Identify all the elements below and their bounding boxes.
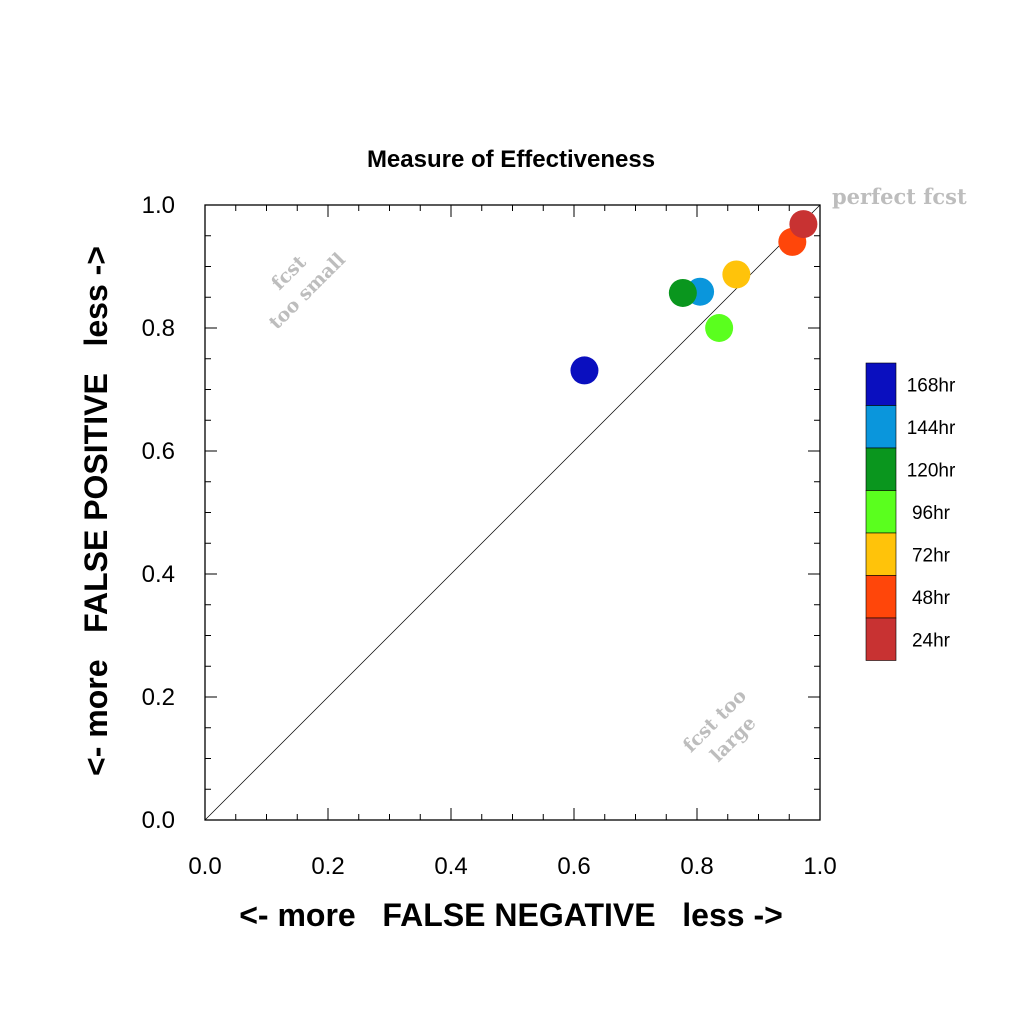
legend-label-24hr: 24hr <box>912 630 951 651</box>
chart-title: Measure of Effectiveness <box>367 146 655 173</box>
y-axis-label: <- more FALSE POSITIVE less -> <box>78 246 114 776</box>
x-tick-label: 0.2 <box>311 853 344 880</box>
too-small-line: too small <box>265 249 350 334</box>
legend-swatch-120hr <box>865 447 897 491</box>
legend-label-168hr: 168hr <box>907 375 956 396</box>
x-tick-label: 0.0 <box>188 853 221 880</box>
perfect-forecast-diagonal <box>204 204 821 821</box>
data-point-120hr <box>668 278 697 307</box>
x-tick-label: 1.0 <box>803 853 836 880</box>
data-point-72hr <box>722 260 751 289</box>
legend-swatch-24hr <box>865 617 897 661</box>
y-tick-label: 1.0 <box>142 192 175 219</box>
data-point-96hr <box>705 314 734 342</box>
y-tick-label: 0.8 <box>142 315 175 342</box>
x-axis-label: <- more FALSE NEGATIVE less -> <box>239 897 783 933</box>
y-tick-label: 0.0 <box>142 807 175 834</box>
data-point-24hr <box>789 210 818 239</box>
legend-swatch-144hr <box>865 405 897 449</box>
y-tick-label: 0.6 <box>142 438 175 465</box>
legend-swatch-168hr <box>865 362 897 406</box>
x-tick-label: 0.4 <box>434 853 467 880</box>
x-tick-label: 0.8 <box>680 853 713 880</box>
x-tick-label: 0.6 <box>557 853 590 880</box>
legend-label-48hr: 48hr <box>912 588 951 609</box>
axis-ticks <box>204 204 821 821</box>
y-tick-label: 0.4 <box>142 561 175 588</box>
data-points <box>570 210 818 385</box>
legend-label-120hr: 120hr <box>907 460 956 481</box>
legend-label-72hr: 72hr <box>912 545 951 566</box>
tick-labels: 0.0 0.2 0.4 0.6 0.8 1.0 0.0 0.2 0.4 0.6 0.8 1.0 <box>142 192 837 880</box>
perfect-forecast-label: perfect fcst <box>832 184 967 209</box>
legend-swatch-72hr <box>865 532 897 576</box>
legend: 168hr 144hr 120hr 96hr 72hr 48hr 24hr <box>865 362 956 661</box>
legend-swatch-48hr <box>865 575 897 619</box>
data-point-168hr <box>570 356 599 385</box>
y-tick-label: 0.2 <box>142 684 175 711</box>
legend-label-144hr: 144hr <box>907 418 956 439</box>
legend-label-96hr: 96hr <box>912 503 951 524</box>
legend-swatch-96hr <box>865 490 897 534</box>
